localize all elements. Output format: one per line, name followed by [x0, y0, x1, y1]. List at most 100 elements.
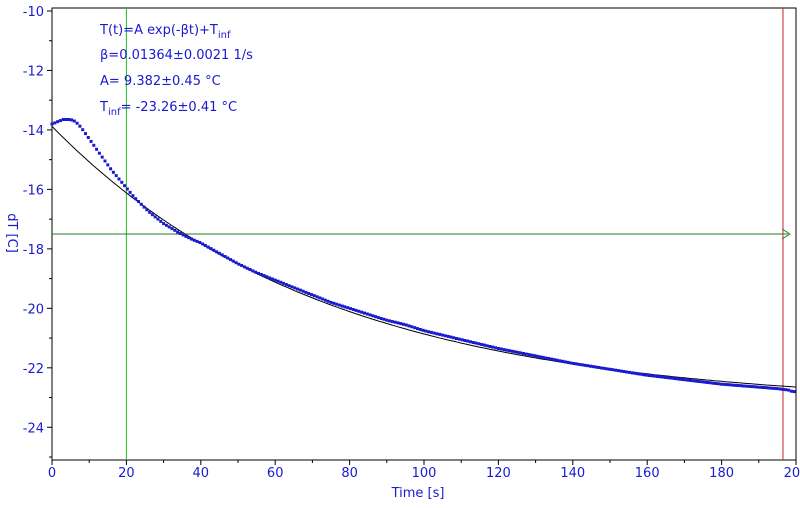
data-point [95, 147, 99, 151]
data-point [100, 155, 104, 159]
data-point [471, 341, 475, 344]
data-point [639, 372, 643, 376]
data-point [494, 346, 498, 350]
data-point [667, 376, 671, 380]
data-point [502, 348, 506, 352]
data-point [513, 350, 517, 354]
data-point [435, 332, 439, 336]
data-point [61, 118, 65, 121]
data-point [323, 298, 327, 302]
data-point [552, 358, 556, 362]
data-point [683, 378, 687, 382]
data-point [686, 378, 690, 382]
data-point [605, 367, 609, 371]
data-point [125, 187, 129, 191]
data-point [449, 335, 453, 339]
data-point [544, 356, 548, 360]
data-point [558, 359, 562, 363]
data-point [139, 202, 143, 206]
data-point [206, 245, 210, 249]
data-point [563, 360, 567, 364]
x-tick-label: 160 [635, 466, 660, 481]
data-point [382, 317, 386, 321]
data-point [145, 208, 149, 212]
x-tick-label: 100 [412, 466, 437, 481]
data-point [725, 383, 729, 387]
data-point [181, 233, 185, 237]
data-point [756, 385, 760, 389]
data-point [748, 384, 751, 388]
data-point [496, 347, 500, 350]
data-point [265, 275, 269, 279]
x-tick-label: 80 [341, 466, 358, 481]
data-point [137, 200, 140, 203]
data-point [368, 313, 372, 317]
x-tick-label: 180 [709, 466, 734, 481]
data-point [753, 385, 757, 389]
data-point [97, 151, 101, 155]
data-point [508, 349, 512, 353]
data-point [84, 132, 87, 136]
data-point [720, 382, 724, 386]
y-tick-label: -22 [23, 362, 44, 377]
data-point [775, 387, 779, 391]
data-point [365, 312, 369, 316]
data-point [636, 372, 640, 376]
data-point [268, 276, 272, 280]
data-point [600, 366, 604, 370]
data-point [653, 374, 657, 378]
data-point [307, 292, 311, 295]
data-point [583, 363, 587, 367]
data-point [131, 194, 135, 198]
data-point [536, 354, 539, 358]
data-point [664, 376, 668, 379]
data-point [628, 370, 631, 374]
data-point [326, 299, 330, 303]
data-point [432, 331, 436, 335]
data-point [92, 143, 96, 147]
data-point [474, 341, 478, 345]
data-point [734, 383, 737, 387]
data-point [56, 120, 60, 124]
data-point [190, 237, 193, 241]
data-point [463, 339, 467, 342]
data-point [689, 379, 693, 382]
data-point [72, 119, 76, 123]
data-point [569, 361, 573, 365]
data-point [248, 268, 252, 271]
data-point [742, 384, 746, 388]
data-point [589, 364, 592, 368]
data-point [608, 367, 612, 371]
data-point [561, 359, 565, 363]
data-point [703, 380, 707, 384]
data-point [106, 163, 110, 167]
data-point [284, 283, 288, 287]
data-point [360, 310, 364, 314]
data-point [192, 238, 196, 242]
data-point [376, 316, 380, 320]
data-point [466, 339, 470, 343]
data-point [580, 363, 584, 367]
data-point [577, 362, 581, 366]
data-point [441, 333, 445, 337]
data-point [524, 352, 528, 356]
data-point [212, 248, 216, 252]
data-point [722, 382, 726, 386]
data-point [522, 352, 525, 355]
data-point [491, 345, 495, 349]
data-point [614, 368, 618, 372]
data-point [708, 381, 712, 385]
data-point [616, 369, 620, 373]
data-point [293, 286, 297, 290]
data-point [792, 390, 796, 394]
data-point [396, 321, 400, 325]
data-point [410, 325, 414, 329]
data-point [505, 348, 509, 352]
data-point [279, 280, 283, 284]
data-point [318, 296, 322, 300]
data-point [572, 362, 576, 365]
data-point [53, 121, 57, 125]
data-point [527, 353, 531, 357]
data-point [480, 343, 484, 346]
